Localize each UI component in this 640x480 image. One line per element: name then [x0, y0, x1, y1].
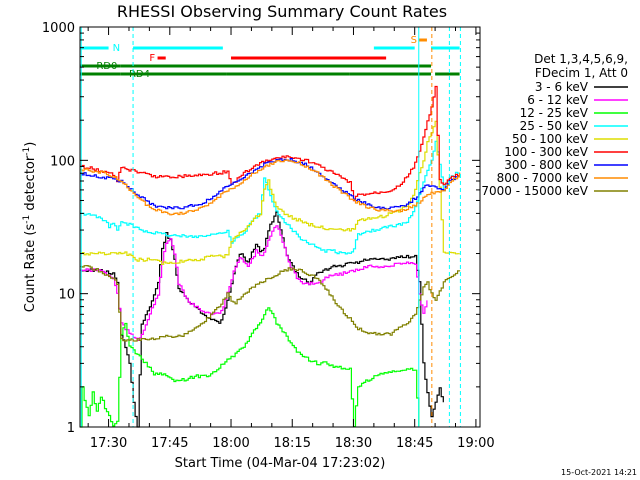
chart-title: RHESSI Observing Summary Count Rates [117, 2, 447, 21]
series-line-12-25-kev [80, 307, 420, 428]
x-tick-label-19-00: 19:00 [457, 436, 494, 451]
y-axis-label-main: Count Rate (s [23, 224, 38, 313]
plot-frame [79, 26, 481, 428]
vline-layer [80, 27, 461, 427]
series-line-300-800-kev [80, 158, 461, 210]
legend-label-300-800-kev: 300 - 800 keV [504, 158, 588, 172]
legend-label-100-300-kev: 100 - 300 keV [504, 145, 588, 159]
y-axis-label-sup-2: -1 [22, 147, 32, 156]
legend-label-12-25-kev: 12 - 25 keV [520, 106, 589, 120]
flag-label-n: N [113, 43, 120, 54]
legend-label-25-50-kev: 25 - 50 keV [520, 119, 589, 133]
y-axis: 1 10 100 1000 [42, 21, 480, 436]
series-line-25-50-kev [80, 140, 461, 255]
series-line-7000-15000-kev [80, 265, 461, 342]
x-tick-label-17-45: 17:45 [151, 436, 188, 451]
legend: Det 1,3,4,5,6,9, FDecim 1, Att 0 3 - 6 k… [481, 52, 628, 198]
flag-layer: N F S RD0 RD4 [80, 35, 460, 80]
legend-label-50-100-kev: 50 - 100 keV [512, 132, 589, 146]
x-axis-label: Start Time (04-Mar-04 17:23:02) [175, 456, 386, 471]
x-tick-label-18-15: 18:15 [274, 436, 311, 451]
flag-label-rd0: RD0 [96, 61, 117, 72]
series-line-100-300-kev [80, 85, 461, 202]
flag-label-rd4: RD4 [129, 69, 150, 80]
y-tick-label-1: 1 [67, 421, 75, 436]
y-axis-label: Count Rate (s-1 detector-1) [22, 142, 38, 313]
footer-timestamp: 15-Oct-2021 14:21 [561, 468, 637, 477]
x-tick-label-17-30: 17:30 [90, 436, 127, 451]
legend-label-800-7000-kev: 800 - 7000 keV [497, 171, 589, 185]
x-tick-label-18-30: 18:30 [335, 436, 372, 451]
legend-label-6-12-kev: 6 - 12 keV [527, 93, 589, 107]
series-line-3-6-kev [80, 211, 444, 428]
flag-label-s: S [411, 35, 417, 46]
legend-label-7000-15000-kev: 7000 - 15000 keV [481, 184, 588, 198]
series-layer [80, 85, 461, 428]
y-axis-label-tail: detector [23, 155, 38, 215]
series-line-800-7000-kev [80, 159, 461, 216]
legend-label-3-6-kev: 3 - 6 keV [535, 80, 589, 94]
x-tick-label-18-00: 18:00 [212, 436, 249, 451]
y-axis-label-sup: -1 [22, 215, 32, 224]
flag-label-f: F [149, 53, 155, 64]
legend-header-1: Det 1,3,4,5,6,9, [534, 52, 628, 66]
series-line-6-12-kev [80, 225, 428, 341]
y-tick-label-1000: 1000 [42, 21, 75, 36]
y-tick-label-10: 10 [58, 288, 75, 303]
x-axis: 17:30 17:45 18:00 18:15 18:30 18:45 19:00 [87, 27, 495, 451]
y-axis-label-close: ) [23, 142, 38, 147]
legend-header-2: FDecim 1, Att 0 [535, 66, 628, 80]
y-tick-label-100: 100 [50, 154, 75, 169]
x-tick-label-18-45: 18:45 [396, 436, 433, 451]
